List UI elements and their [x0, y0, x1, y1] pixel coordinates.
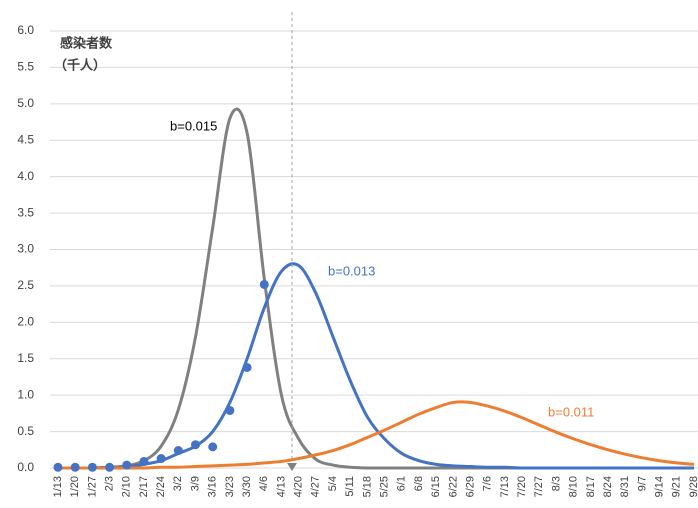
data-point	[87, 462, 97, 472]
y-tick-label: 3.5	[17, 205, 34, 219]
x-tick-label: 4/27	[310, 476, 322, 497]
data-point	[139, 456, 149, 466]
y-tick-label: 3.0	[17, 242, 34, 256]
x-tick-label: 2/3	[103, 476, 115, 491]
series-line	[58, 400, 695, 470]
data-point	[70, 462, 80, 472]
x-tick-label: 7/27	[533, 476, 545, 497]
x-tick-label: 3/16	[207, 476, 219, 497]
y-tick-label: 2.0	[17, 315, 34, 329]
data-point	[105, 462, 115, 472]
data-point	[259, 279, 269, 289]
x-tick-label: 8/3	[550, 476, 562, 491]
x-tick-label: 4/20	[293, 476, 305, 497]
y-tick-label: 2.5	[17, 278, 34, 292]
data-point	[122, 460, 132, 470]
x-tick-label: 6/22	[447, 476, 459, 497]
y-axis-label: 感染者数	[60, 35, 113, 50]
x-tick-label: 1/20	[69, 476, 81, 497]
x-tick-label: 6/8	[413, 476, 425, 491]
x-tick-label: 9/7	[636, 476, 648, 491]
y-tick-label: 5.5	[17, 60, 34, 74]
x-tick-label: 3/30	[241, 476, 253, 497]
x-tick-label: 9/28	[688, 476, 698, 497]
y-tick-label: 0.5	[17, 424, 34, 438]
x-tick-label: 7/13	[499, 476, 511, 497]
data-point	[156, 454, 166, 464]
x-tick-label: 8/31	[619, 476, 631, 497]
data-point	[53, 462, 63, 472]
x-tick-label: 2/10	[121, 476, 133, 497]
x-tick-label: 5/4	[327, 476, 339, 491]
x-tick-label: 8/10	[568, 476, 580, 497]
x-tick-label: 5/11	[344, 476, 356, 497]
data-point	[191, 440, 201, 450]
series-label: b=0.015	[170, 118, 217, 133]
x-tick-label: 7/20	[516, 476, 528, 497]
y-tick-label: 0.0	[17, 460, 34, 474]
x-tick-label: 3/23	[224, 476, 236, 497]
x-tick-label: 9/21	[671, 476, 683, 497]
x-tick-label: 6/1	[396, 476, 408, 491]
x-tick-label: 8/24	[602, 476, 614, 497]
series-label: b=0.011	[548, 404, 594, 419]
plot: 0.0 0.5 1.0 1.5 2.0 2.5 3.0 3.5 4.0 4.5 5.0 5.5 6.0 1…	[17, 23, 698, 497]
x-tick-label: 8/17	[585, 476, 597, 497]
x-tick-label: 7/6	[482, 476, 494, 491]
y-tick-label: 4.5	[17, 132, 34, 146]
data-point	[242, 362, 252, 372]
series-line	[58, 107, 694, 470]
series-line	[58, 262, 694, 470]
series-label: b=0.013	[328, 263, 375, 278]
data-point	[208, 442, 218, 452]
data-point	[225, 405, 235, 415]
y-axis-label: （千人）	[54, 57, 106, 72]
y-tick-label: 1.5	[17, 351, 34, 365]
x-tick-label: 2/17	[138, 476, 150, 497]
x-tick-label: 5/25	[379, 476, 391, 497]
x-tick-label: 3/9	[189, 476, 201, 491]
reference-arrow	[287, 463, 297, 471]
x-tick-label: 4/6	[258, 476, 270, 491]
x-tick-label: 6/29	[464, 476, 476, 497]
x-tick-label: 2/24	[155, 476, 167, 497]
x-tick-label: 5/18	[361, 476, 373, 497]
y-tick-label: 1.0	[17, 387, 34, 401]
y-tick-label: 6.0	[17, 23, 34, 37]
x-tick-label: 1/27	[86, 476, 98, 497]
y-tick-label: 5.0	[17, 96, 34, 110]
y-tick-label: 4.0	[17, 169, 34, 183]
x-tick-label: 9/14	[654, 476, 666, 497]
data-point	[173, 446, 183, 456]
x-tick-label: 1/13	[52, 476, 64, 497]
x-tick-label: 4/13	[275, 476, 287, 497]
x-tick-label: 3/2	[172, 476, 184, 491]
x-tick-label: 6/15	[430, 476, 442, 497]
